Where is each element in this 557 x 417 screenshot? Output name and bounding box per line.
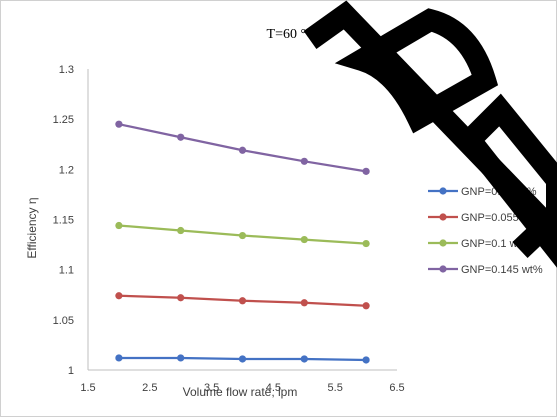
- data-point: [238, 231, 247, 240]
- x-tick-labels: 1.5 2.5 3.5 4.5 5.5 6.5: [80, 382, 404, 394]
- data-point: [238, 297, 247, 305]
- x-tick-label: 4.5: [266, 382, 281, 394]
- chart-title: T=60 °C: [267, 27, 316, 42]
- y-axis-title: Efficiency η: [25, 197, 39, 258]
- legend-item: GNP=0.1 wt%: [428, 238, 531, 250]
- y-tick-label: 1.2: [59, 164, 74, 176]
- legend-marker: [439, 187, 447, 195]
- y-tick-label: 1.1: [59, 265, 74, 277]
- data-point: [362, 239, 370, 248]
- data-point: [300, 355, 308, 363]
- data-point: [362, 356, 370, 364]
- y-tick-label: 1.25: [53, 114, 74, 126]
- data-point: [177, 294, 185, 302]
- series-1: [115, 292, 370, 310]
- data-point: [177, 354, 185, 362]
- y-tick-label: 1: [68, 365, 74, 377]
- x-tick-label: 5.5: [328, 382, 343, 394]
- data-point: [300, 157, 308, 165]
- x-axis-title: Volume flow rate, lpm: [183, 385, 298, 399]
- data-point: [300, 299, 308, 307]
- legend-marker: [439, 265, 447, 273]
- legend-item: GNP=0.145 wt%: [428, 264, 543, 276]
- data-point: [177, 133, 185, 141]
- x-tick-label: 6.5: [389, 382, 404, 394]
- legend-label: GNP=0.145 wt%: [461, 264, 543, 276]
- series-3: [115, 120, 370, 175]
- legend: GNP=0.01 wt%GNP=0.055 wt%GNP=0.1 wt%GNP=…: [428, 186, 543, 276]
- y-tick-label: 1.15: [53, 215, 74, 227]
- data-point: [300, 235, 308, 244]
- legend-marker: [439, 213, 447, 221]
- y-tick-labels: 1 1.05 1.1 1.15 1.2 1.25 1.3: [53, 64, 74, 377]
- series-layer: [115, 120, 370, 364]
- x-tick-label: 1.5: [80, 382, 95, 394]
- watermark: [303, 0, 557, 268]
- series-0: [115, 354, 370, 364]
- data-point: [115, 292, 123, 300]
- x-tick-label: 2.5: [142, 382, 157, 394]
- plot-area: 1.5 2.5 3.5 4.5 5.5 6.5 1 1.05 1.1 1.15 1.2 1.25 1.…: [53, 64, 405, 394]
- data-point: [362, 302, 370, 310]
- data-point: [238, 146, 247, 154]
- data-point: [362, 167, 370, 175]
- data-point: [177, 226, 185, 235]
- series-2: [115, 221, 370, 248]
- legend-marker: [439, 239, 447, 247]
- legend-label: GNP=0.1 wt%: [461, 238, 531, 250]
- data-point: [115, 221, 123, 230]
- data-point: [115, 120, 123, 128]
- data-point: [238, 355, 247, 363]
- y-tick-label: 1.05: [53, 315, 74, 327]
- y-tick-label: 1.3: [59, 64, 74, 76]
- data-point: [115, 354, 123, 362]
- x-tick-label: 3.5: [204, 382, 219, 394]
